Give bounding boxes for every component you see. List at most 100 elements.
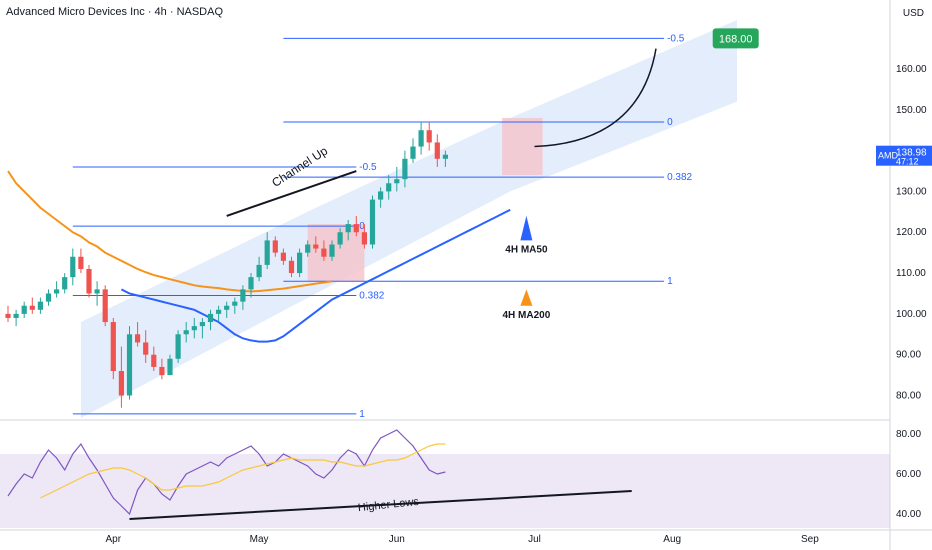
time-tick-label: Jun	[389, 534, 405, 545]
candle-body	[369, 199, 376, 245]
candle-body	[353, 224, 359, 233]
consolidation-box-1	[307, 224, 365, 282]
time-tick-label: May	[250, 534, 269, 545]
currency-label[interactable]: USD	[902, 8, 924, 19]
candle-body	[272, 240, 278, 253]
price-tick-label: 80.00	[896, 391, 921, 402]
fib1-level-label: 0.382	[359, 291, 384, 302]
candle-body	[86, 268, 92, 294]
candle-body	[207, 313, 214, 323]
candle-body	[337, 232, 343, 245]
candle-body	[216, 309, 222, 314]
rsi-trendline	[129, 490, 632, 520]
time-tick-label: Jul	[528, 534, 541, 545]
current-price-symbol: AMD	[878, 151, 899, 161]
target-badge	[712, 28, 759, 49]
fib2-level-label: 0.382	[667, 172, 692, 183]
ma200-label: 4H MA200	[502, 310, 550, 321]
rsi-band	[0, 454, 890, 528]
candle-body	[94, 289, 100, 294]
candle-body	[45, 293, 52, 302]
candle-body	[240, 289, 246, 302]
ma200-line	[7, 170, 333, 293]
time-tick-label: Aug	[663, 534, 681, 545]
channel-up-zone	[80, 20, 737, 418]
candle-body	[126, 334, 133, 396]
candle-body	[280, 252, 286, 261]
candle-body	[402, 158, 408, 180]
candle-body	[361, 232, 367, 245]
projection-arrow	[534, 48, 657, 148]
candle-body	[5, 313, 11, 318]
price-tick-label: 130.00	[896, 186, 927, 197]
candle-body	[78, 256, 84, 269]
candle-body	[110, 322, 116, 372]
candle-body	[426, 130, 432, 143]
fib1-level-label: 1	[359, 409, 365, 420]
rsi-line	[7, 429, 446, 516]
candle-body	[394, 179, 400, 184]
candle-body	[224, 305, 230, 310]
candle-body	[442, 154, 448, 159]
candle-body	[345, 224, 351, 233]
candle-body	[297, 252, 303, 274]
candle-body	[70, 256, 76, 278]
target-label: 168.00	[719, 33, 753, 45]
candle-body	[21, 305, 27, 314]
candle-body	[288, 260, 295, 274]
candle-body	[102, 289, 108, 323]
time-tick-label: Apr	[106, 534, 122, 545]
candle-body	[13, 313, 19, 318]
candle-body	[434, 142, 440, 159]
fib2-level-label: 0	[667, 117, 673, 128]
candle-body	[378, 191, 384, 200]
rsi-tick-label: 80.00	[896, 429, 921, 440]
ma200-marker	[520, 289, 533, 306]
candle-body	[321, 248, 327, 257]
candle-body	[264, 240, 270, 265]
price-tick-label: 110.00	[896, 268, 926, 279]
candle-body	[410, 146, 416, 159]
candle-body	[191, 326, 197, 331]
candle-body	[175, 334, 181, 359]
current-price-value: 138.98	[896, 148, 927, 159]
candle-body	[54, 289, 60, 294]
fib2-level-label: -0.5	[667, 33, 685, 44]
price-tick-label: 100.00	[896, 309, 927, 320]
candle-body	[167, 358, 173, 376]
bar-countdown: 47:12	[896, 157, 919, 167]
candle-body	[118, 371, 124, 396]
candle-body	[159, 366, 165, 376]
candle-body	[329, 244, 335, 257]
candle-body	[29, 305, 35, 310]
candle-body	[199, 322, 205, 327]
rsi-tick-label: 40.00	[896, 509, 921, 520]
candle-body	[183, 330, 189, 335]
channel-arrow	[226, 170, 357, 217]
fib2-level-label: 1	[667, 276, 673, 287]
current-price-tag	[876, 145, 932, 166]
candle-body	[151, 354, 157, 367]
candle-body	[386, 183, 392, 192]
price-tick-label: 150.00	[896, 105, 927, 116]
chart-title: Advanced Micro Devices Inc · 4h · NASDAQ	[6, 6, 224, 18]
rsi-ma-line	[40, 443, 446, 499]
ma50-line	[120, 208, 511, 343]
ma50-marker	[520, 215, 533, 241]
candle-body	[37, 301, 43, 310]
candle-body	[418, 130, 424, 147]
candle-body	[62, 277, 68, 290]
rsi-tick-label: 60.00	[896, 469, 921, 480]
candle-body	[248, 277, 254, 290]
ma50-label: 4H MA50	[505, 245, 548, 256]
candle-body	[313, 244, 319, 249]
fib1-level-label: 0	[359, 221, 365, 232]
fib1-level-label: -0.5	[359, 162, 377, 173]
candle-body	[135, 334, 141, 343]
candle-body	[232, 301, 238, 306]
price-tick-label: 120.00	[896, 227, 927, 238]
candle-body	[256, 264, 262, 278]
price-tick-label: 160.00	[896, 64, 927, 75]
